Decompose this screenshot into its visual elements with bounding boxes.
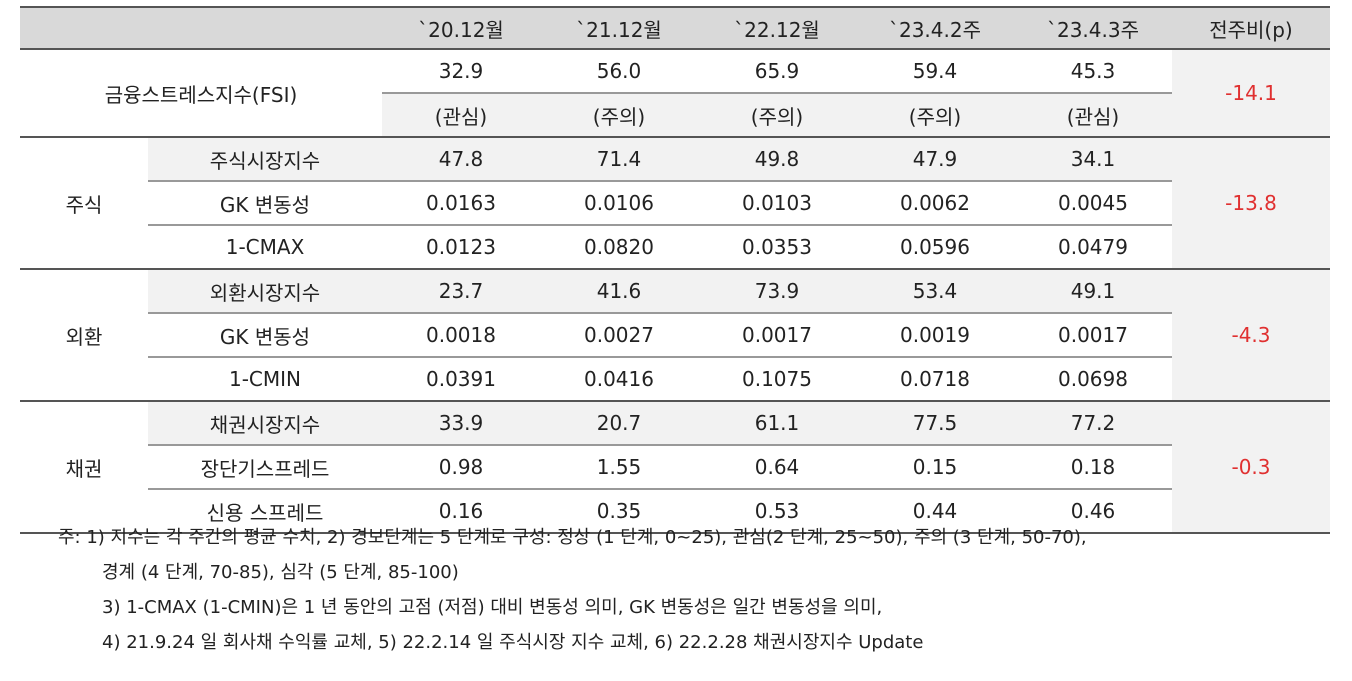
table-row: GK 변동성 0.0163 0.0106 0.0103 0.0062 0.004… <box>20 181 1330 226</box>
bond-wow-change: -0.3 <box>1172 401 1330 534</box>
footnote-line: 3) 1-CMAX (1-CMIN)은 1 년 동안의 고점 (저점) 대비 변… <box>102 597 883 618</box>
cell-value: 49.1 <box>1014 269 1172 314</box>
header-col-2112: `21.12월 <box>540 6 698 50</box>
row-label: 주식시장지수 <box>148 137 382 182</box>
fsi-level: (주의) <box>856 93 1014 138</box>
cell-value: 33.9 <box>382 401 540 446</box>
header-col-2012: `20.12월 <box>382 6 540 50</box>
cell-value: 0.0106 <box>540 181 698 226</box>
group-label-fx: 외환 <box>20 269 148 402</box>
table-row: 금융스트레스지수(FSI) 32.9 56.0 65.9 59.4 45.3 -… <box>20 49 1330 138</box>
cell-value: 47.8 <box>382 137 540 182</box>
group-label-bond: 채권 <box>20 401 148 534</box>
table-row: 외환 외환시장지수 23.7 41.6 73.9 53.4 49.1 -4.3 <box>20 269 1330 402</box>
row-label: 신용 스프레드 <box>148 489 382 534</box>
fsi-value: 56.0 <box>540 49 698 94</box>
cell-value: 49.8 <box>698 137 856 182</box>
stock-wow-change: -13.8 <box>1172 137 1330 270</box>
row-label: 채권시장지수 <box>148 401 382 446</box>
cell-value: 0.0698 <box>1014 357 1172 402</box>
table-row: 주식 주식시장지수 47.8 71.4 49.8 47.9 34.1 -13.8 <box>20 137 1330 270</box>
cell-value: 0.0103 <box>698 181 856 226</box>
cell-value: 77.5 <box>856 401 1014 446</box>
cell-value: 77.2 <box>1014 401 1172 446</box>
cell-value: 1.55 <box>540 445 698 490</box>
cell-value: 0.44 <box>856 489 1014 534</box>
cell-value: 23.7 <box>382 269 540 314</box>
cell-value: 47.9 <box>856 137 1014 182</box>
fsi-level: (주의) <box>540 93 698 138</box>
table-row: 장단기스프레드 0.98 1.55 0.64 0.15 0.18 <box>20 445 1330 490</box>
table-header-row: `20.12월 `21.12월 `22.12월 `23.4.2주 `23.4.3… <box>20 6 1330 50</box>
cell-value: 20.7 <box>540 401 698 446</box>
footnote-line: 경계 (4 단계, 70-85), 심각 (5 단계, 85-100) <box>102 562 459 583</box>
cell-value: 41.6 <box>540 269 698 314</box>
footnote-line: 4) 21.9.24 일 회사채 수익률 교체, 5) 22.2.14 일 주식… <box>102 632 924 653</box>
header-col-2343: `23.4.3주 <box>1014 6 1172 50</box>
row-label: 외환시장지수 <box>148 269 382 314</box>
fsi-table: `20.12월 `21.12월 `22.12월 `23.4.2주 `23.4.3… <box>20 6 1330 534</box>
cell-value: 0.1075 <box>698 357 856 402</box>
header-col-2212: `22.12월 <box>698 6 856 50</box>
fsi-value: 65.9 <box>698 49 856 94</box>
group-label-stock: 주식 <box>20 137 148 270</box>
header-blank-cell <box>20 6 382 50</box>
cell-value: 0.18 <box>1014 445 1172 490</box>
table-row: 1-CMAX 0.0123 0.0820 0.0353 0.0596 0.047… <box>20 225 1330 270</box>
table-row: GK 변동성 0.0018 0.0027 0.0017 0.0019 0.001… <box>20 313 1330 358</box>
fsi-wow-change: -14.1 <box>1172 49 1330 138</box>
cell-value: 0.53 <box>698 489 856 534</box>
header-col-2342: `23.4.2주 <box>856 6 1014 50</box>
row-label: 1-CMAX <box>148 225 382 270</box>
cell-value: 0.0820 <box>540 225 698 270</box>
header-col-wow: 전주비(p) <box>1172 6 1330 50</box>
row-label: GK 변동성 <box>148 181 382 226</box>
fsi-level: (관심) <box>382 93 540 138</box>
cell-value: 0.0123 <box>382 225 540 270</box>
fsi-value: 59.4 <box>856 49 1014 94</box>
cell-value: 0.0353 <box>698 225 856 270</box>
footnotes: 주: 1) 지수는 각 주간의 평균 수치, 2) 경보단계는 5 단계로 구성… <box>58 520 1087 660</box>
row-label: 1-CMIN <box>148 357 382 402</box>
table-row: 채권 채권시장지수 33.9 20.7 61.1 77.5 77.2 -0.3 <box>20 401 1330 534</box>
cell-value: 0.0027 <box>540 313 698 358</box>
cell-value: 0.64 <box>698 445 856 490</box>
fsi-value: 32.9 <box>382 49 540 94</box>
fsi-level: (주의) <box>698 93 856 138</box>
cell-value: 53.4 <box>856 269 1014 314</box>
table-row: 1-CMIN 0.0391 0.0416 0.1075 0.0718 0.069… <box>20 357 1330 402</box>
fsi-value: 45.3 <box>1014 49 1172 94</box>
cell-value: 73.9 <box>698 269 856 314</box>
cell-value: 34.1 <box>1014 137 1172 182</box>
table-row: 신용 스프레드 0.16 0.35 0.53 0.44 0.46 <box>20 489 1330 534</box>
cell-value: 0.0045 <box>1014 181 1172 226</box>
table-row: (관심) (주의) (주의) (주의) (관심) <box>20 93 1330 138</box>
cell-value: 0.0019 <box>856 313 1014 358</box>
fsi-label: 금융스트레스지수(FSI) <box>20 49 382 138</box>
cell-value: 0.0062 <box>856 181 1014 226</box>
cell-value: 0.0391 <box>382 357 540 402</box>
cell-value: 71.4 <box>540 137 698 182</box>
cell-value: 0.0416 <box>540 357 698 402</box>
fsi-level: (관심) <box>1014 93 1172 138</box>
row-label: GK 변동성 <box>148 313 382 358</box>
cell-value: 0.0163 <box>382 181 540 226</box>
cell-value: 0.16 <box>382 489 540 534</box>
cell-value: 0.46 <box>1014 489 1172 534</box>
cell-value: 0.35 <box>540 489 698 534</box>
cell-value: 0.0018 <box>382 313 540 358</box>
cell-value: 0.0017 <box>1014 313 1172 358</box>
footnote-line: 주: 1) 지수는 각 주간의 평균 수치, 2) 경보단계는 5 단계로 구성… <box>58 527 1087 548</box>
cell-value: 0.0596 <box>856 225 1014 270</box>
cell-value: 61.1 <box>698 401 856 446</box>
cell-value: 0.98 <box>382 445 540 490</box>
cell-value: 0.15 <box>856 445 1014 490</box>
row-label: 장단기스프레드 <box>148 445 382 490</box>
cell-value: 0.0718 <box>856 357 1014 402</box>
cell-value: 0.0017 <box>698 313 856 358</box>
cell-value: 0.0479 <box>1014 225 1172 270</box>
fx-wow-change: -4.3 <box>1172 269 1330 402</box>
